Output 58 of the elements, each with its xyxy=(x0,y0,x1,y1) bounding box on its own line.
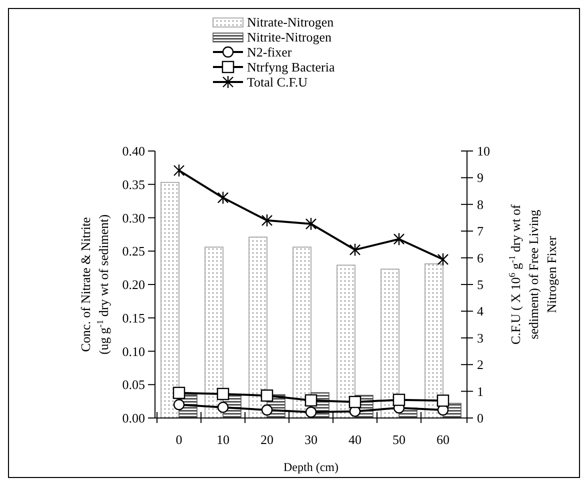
x-tick-label: 0 xyxy=(176,432,182,447)
y2-tick-label: 0 xyxy=(477,410,484,426)
legend-label: Nitrite-Nitrogen xyxy=(247,30,332,44)
x-tick-label: 40 xyxy=(348,432,362,447)
x-tick-label: 10 xyxy=(216,432,230,447)
y2-tick-label: 5 xyxy=(477,277,484,292)
point xyxy=(392,394,406,406)
point xyxy=(436,394,450,407)
legend-label: Total C.F.U xyxy=(247,74,308,90)
y-tick-label: 0.20 xyxy=(122,277,145,292)
point xyxy=(305,406,317,418)
y-tick-label: 0.00 xyxy=(122,410,145,426)
bar xyxy=(204,246,224,418)
y-tick-label: 0.10 xyxy=(122,344,145,359)
point xyxy=(173,399,185,410)
legend-label: Nitrate-Nitrogen xyxy=(247,14,334,30)
point xyxy=(261,214,273,228)
point xyxy=(260,389,274,402)
x-axis-title: Depth (cm) xyxy=(284,460,338,474)
y-tick-label: 0.30 xyxy=(122,210,145,226)
y-tick-label: 0.15 xyxy=(122,310,145,326)
point xyxy=(173,164,185,178)
point xyxy=(216,388,230,400)
y-tick-label: 0.25 xyxy=(122,244,145,259)
point xyxy=(304,394,318,406)
x-tick-label: 50 xyxy=(392,432,406,447)
legend-label: Ntrfyng Bacteria xyxy=(247,60,335,74)
y2-tick-label: 7 xyxy=(477,224,484,239)
y2-tick-label: 10 xyxy=(477,144,490,158)
x-tick-label: 60 xyxy=(436,432,450,447)
x-tick-label: 30 xyxy=(304,432,318,447)
y-tick-label: 0.40 xyxy=(122,144,145,158)
point xyxy=(172,386,186,399)
point xyxy=(437,252,449,266)
point xyxy=(217,191,229,204)
bar xyxy=(336,264,356,418)
bar xyxy=(292,246,312,418)
point xyxy=(217,402,229,413)
y-tick-label: 0.35 xyxy=(122,176,145,192)
y2-tick-label: 2 xyxy=(477,357,484,372)
bar xyxy=(248,236,268,418)
bar xyxy=(160,182,180,418)
y2-tick-label: 4 xyxy=(477,304,484,319)
y2-tick-label: 1 xyxy=(477,384,484,399)
x-tick-label: 20 xyxy=(260,432,274,447)
y2-tick-label: 3 xyxy=(477,330,484,346)
point xyxy=(261,404,273,416)
y2-tick-label: 9 xyxy=(477,170,484,186)
legend-label: N2-fixer xyxy=(247,44,292,60)
point xyxy=(305,217,317,230)
bar xyxy=(424,263,444,418)
point xyxy=(348,396,362,408)
y2-tick-label: 8 xyxy=(477,196,484,212)
point xyxy=(349,243,361,256)
bar xyxy=(380,268,400,418)
y-tick-label: 0.05 xyxy=(122,377,145,392)
y2-tick-label: 6 xyxy=(477,250,484,266)
point xyxy=(393,232,405,246)
